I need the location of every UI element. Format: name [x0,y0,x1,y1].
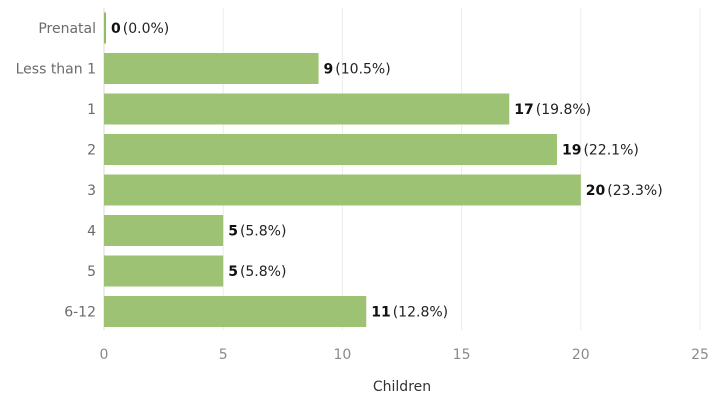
data-label: 17 (19.8%) [514,102,591,118]
bar [104,93,510,125]
category-label: Prenatal [38,21,96,37]
bar [104,255,224,287]
value-labels: 0 (0.0%) 9 (10.5%) 17 (19.8%) 19 (22.1%) 20 (23.3… [111,21,663,321]
category-label: 1 [87,102,96,118]
data-label-percent: (5.8%) [240,224,287,240]
data-label-percent: (22.1%) [583,143,638,159]
data-label-percent: (5.8%) [240,264,287,280]
bar [104,12,106,44]
category-label: Less than 1 [16,62,96,78]
x-tick-label: 20 [572,347,590,363]
x-tick-label: 5 [219,347,228,363]
category-labels: Prenatal Less than 1 1 2 3 4 5 6-12 [16,21,96,321]
bar [104,134,557,165]
bars [104,12,581,327]
data-label: 19 (22.1%) [562,143,639,159]
data-label-percent: (10.5%) [335,62,390,78]
data-label-percent: (0.0%) [123,21,170,37]
data-label-value: 0 [111,21,121,37]
data-label: 20 (23.3%) [586,183,663,199]
data-label-percent: (23.3%) [607,183,662,199]
category-label: 2 [87,143,96,159]
data-label: 0 (0.0%) [111,21,169,37]
bar [104,174,581,206]
category-label: 6-12 [64,305,96,321]
data-label-value: 11 [371,305,390,321]
data-label-percent: (12.8%) [393,305,448,321]
data-label-percent: (19.8%) [536,102,591,118]
category-label: 4 [87,224,96,240]
data-label: 5 (5.8%) [228,224,286,240]
bar [104,296,367,327]
x-tick-label: 0 [100,347,109,363]
x-tick-label: 15 [453,347,471,363]
data-label: 9 (10.5%) [324,62,391,78]
x-axis-title: Children [373,379,431,395]
data-label-value: 5 [228,224,238,240]
x-axis-ticks: 0 5 10 15 20 25 [100,347,709,363]
data-label-value: 17 [514,102,533,118]
x-tick-label: 25 [691,347,709,363]
category-label: 5 [87,264,96,280]
data-label: 11 (12.8%) [371,305,448,321]
data-label: 5 (5.8%) [228,264,286,280]
category-label: 3 [87,183,96,199]
x-tick-label: 10 [333,347,351,363]
bar [104,215,224,246]
data-label-value: 20 [586,183,606,199]
data-label-value: 9 [324,62,334,78]
data-label-value: 19 [562,143,581,159]
bar [104,53,319,84]
data-label-value: 5 [228,264,238,280]
